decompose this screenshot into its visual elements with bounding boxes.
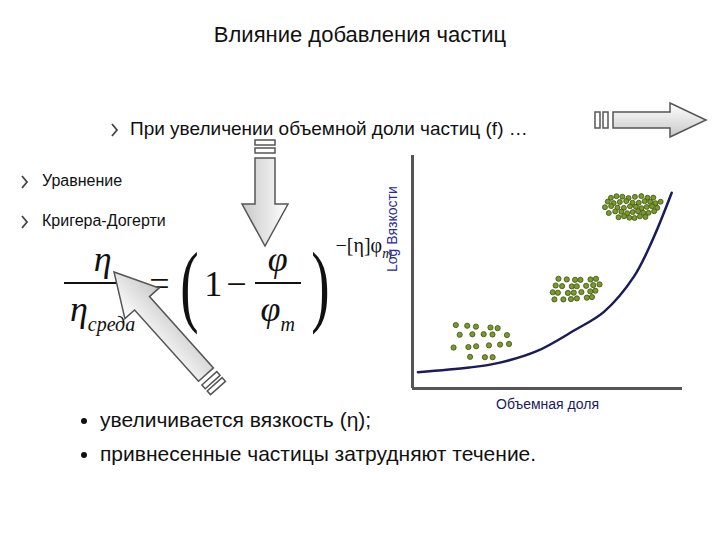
html-text:1 −: 1 −: [204, 264, 247, 304]
html-text:привнесенные частицы затрудняю: привнесенные частицы затрудняют течение.: [100, 442, 537, 465]
html-text:φ: φ: [267, 239, 288, 279]
html-text:−[η]φm: −[η]φm: [335, 234, 393, 261]
html-text:При увеличении объемной доли ч: При увеличении объемной доли частиц (f) …: [130, 118, 528, 139]
html-text:η: η: [93, 239, 112, 279]
html-text:Кригера-Догерти: Кригера-Догерти: [42, 212, 166, 229]
html-text:ηсреда: ηсреда: [70, 289, 136, 335]
html-text:увеличивается вязкость (η);: увеличивается вязкость (η);: [100, 408, 372, 431]
html-text:φm: φm: [260, 289, 295, 335]
svg-text:Объемная доля: Объемная доля: [496, 396, 599, 412]
svg-text:Log Вязкости: Log Вязкости: [384, 186, 400, 272]
html-text:Влияние добавления частиц: Влияние добавления частиц: [213, 22, 507, 47]
html-text:Уравнение: Уравнение: [42, 172, 123, 189]
